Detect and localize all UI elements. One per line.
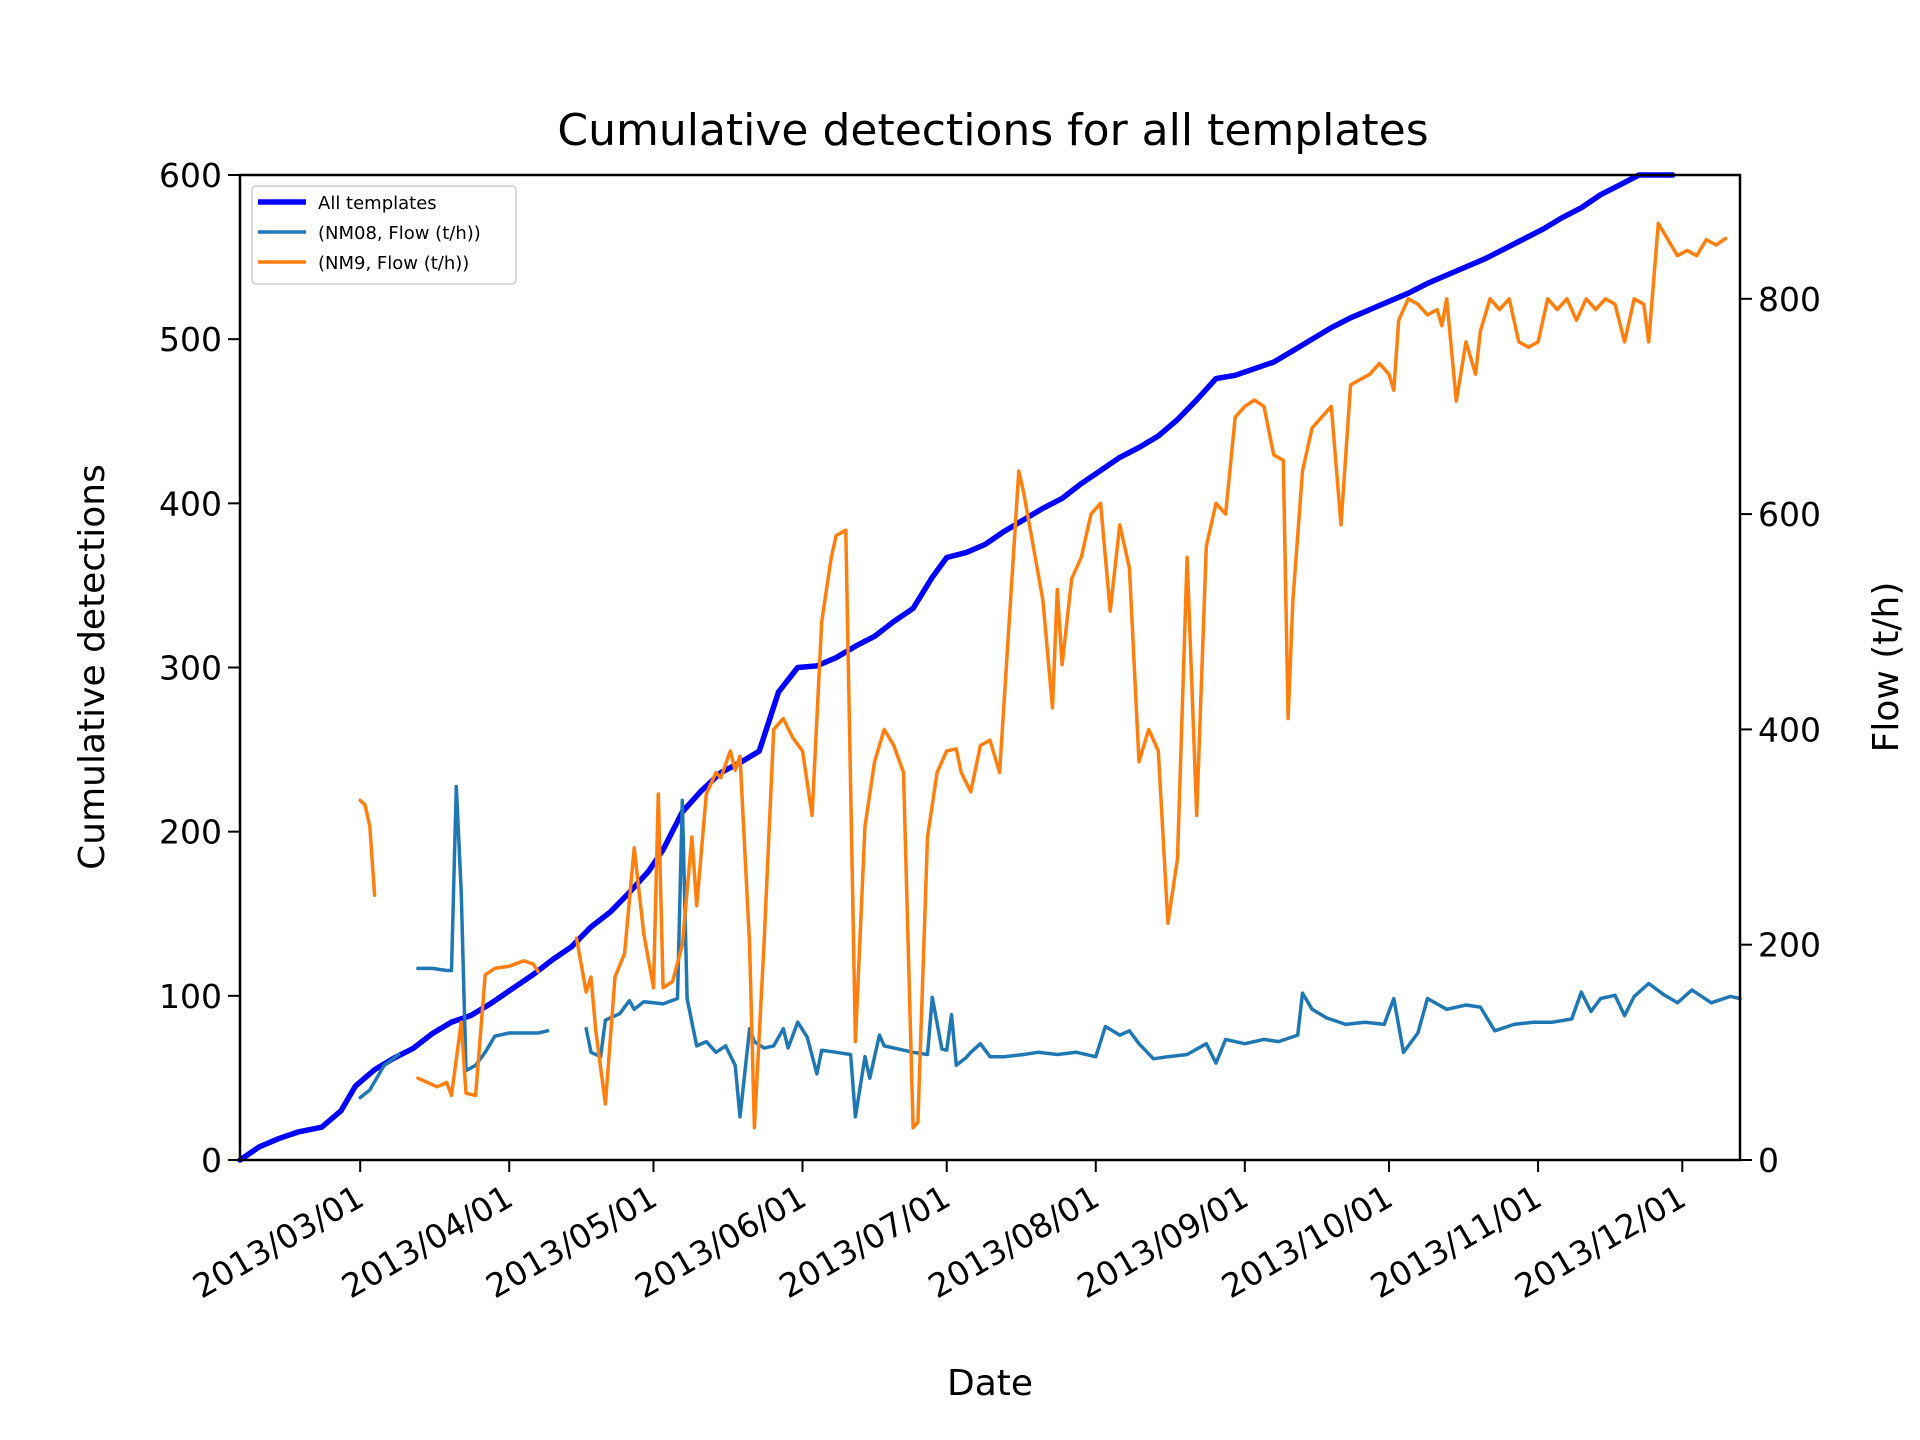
legend-box [251, 185, 517, 285]
series-line-nm9-flow-t-h-segment-2 [416, 959, 540, 1098]
chart-title: Cumulative detections for all templates [557, 105, 1428, 156]
y-tick-label: 300 [159, 649, 222, 688]
y2-tick-label: 400 [1758, 710, 1821, 749]
y2-tick-label: 800 [1758, 280, 1821, 319]
y2-tick-label: 200 [1758, 926, 1821, 965]
series-line-nm9-flow-t-h-segment-3 [574, 221, 1728, 1130]
y2-tick-label: 600 [1758, 495, 1821, 534]
y2-tick-label: 0 [1758, 1141, 1779, 1180]
y-axis-label: Cumulative detections [72, 464, 113, 870]
legend-label-nm9: (NM9, Flow (t/h)) [318, 253, 469, 274]
y-axis-left: 0 100 200 300 400 500 600 [159, 156, 240, 1180]
y-axis-right: 0 200 400 600 800 [1740, 280, 1821, 1180]
series-line-nm08-flow-t-h-segment-1 [358, 1052, 401, 1100]
y-tick-label: 500 [159, 320, 222, 359]
series-layer [237, 172, 1742, 1163]
y2-axis-label: Flow (t/h) [1866, 582, 1907, 753]
legend-label-nm08: (NM08, Flow (t/h)) [318, 223, 481, 244]
y-tick-label: 400 [159, 484, 222, 523]
x-axis-label: Date [947, 1363, 1033, 1404]
y-tick-label: 600 [159, 156, 222, 195]
series-line-nm9-flow-t-h-segment-1 [358, 798, 377, 897]
legend: All templates (NM08, Flow (t/h)) (NM9, F… [251, 185, 517, 285]
y-tick-label: 200 [159, 813, 222, 852]
y-tick-label: 100 [159, 977, 222, 1016]
series-line-all-templates-segment-1 [237, 172, 1676, 1163]
legend-label-all-templates: All templates [318, 193, 437, 214]
series-line-nm08-flow-t-h-segment-3 [584, 798, 1742, 1119]
y-tick-label: 0 [201, 1141, 222, 1180]
series-line-nm08-flow-t-h-segment-2 [416, 784, 550, 1073]
